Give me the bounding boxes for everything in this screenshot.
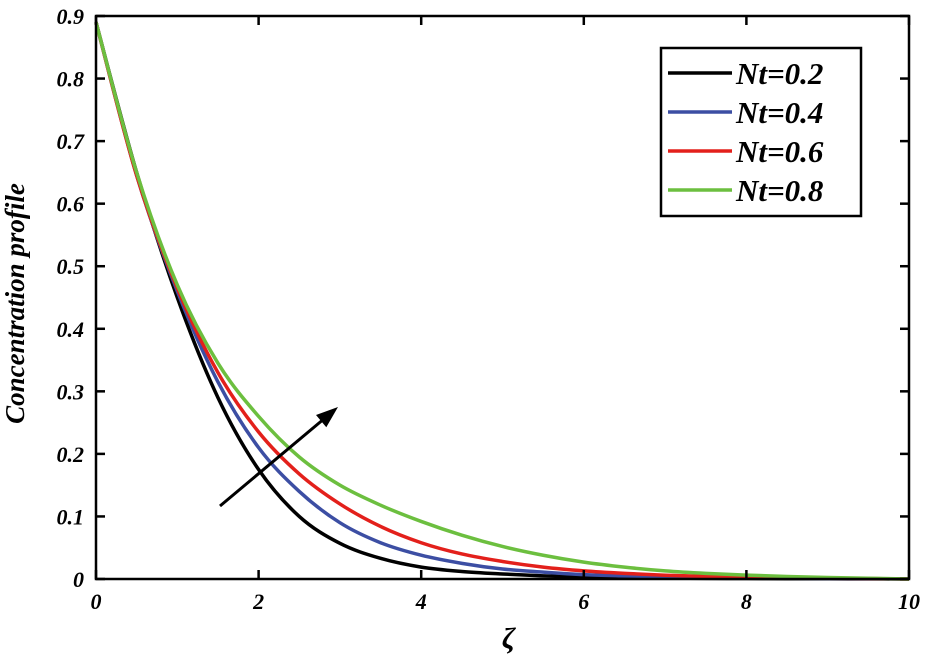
legend: Nt=0.2 Nt=0.4 Nt=0.6 Nt=0.8	[659, 46, 863, 218]
x-tick-label: 2	[252, 589, 264, 614]
x-axis-label: ζ	[502, 622, 517, 655]
legend-box	[659, 46, 863, 218]
series-line-4	[94, 21, 910, 581]
y-tick-label: 0.1	[57, 504, 85, 529]
x-tick-label: 4	[415, 589, 427, 614]
x-tick-label: 8	[741, 589, 752, 614]
y-tick-label: 0.5	[57, 254, 85, 279]
legend-label-3: Nt=0.6	[735, 134, 824, 169]
y-tick-label: 0.7	[57, 129, 86, 154]
x-tick-label: 6	[578, 589, 589, 614]
y-tick-label: 0.4	[57, 317, 85, 342]
y-tick-label: 0.3	[57, 379, 85, 404]
legend-label-1: Nt=0.2	[735, 56, 823, 91]
axes: 0 2 4 6 8 10 0 0.1 0.2 0.3 0.4 0.5 0.6 0.7 0.8 0.9	[57, 4, 921, 614]
x-tick-label: 10	[898, 589, 920, 614]
y-tick-label: 0.8	[57, 67, 85, 92]
arrow-head	[316, 407, 338, 428]
arrow-shaft	[219, 414, 329, 508]
y-tick-label: 0.9	[57, 4, 85, 29]
increasing-nt-arrow	[219, 407, 338, 508]
y-tick-label: 0	[73, 567, 84, 592]
legend-label-2: Nt=0.4	[735, 95, 823, 130]
y-axis-label: Concentration profile	[0, 183, 30, 424]
legend-label-4: Nt=0.8	[735, 173, 824, 208]
axes-frame	[94, 14, 911, 581]
y-tick-label: 0.6	[57, 192, 85, 217]
x-tick-label: 0	[91, 589, 102, 614]
y-tick-label: 0.2	[57, 442, 85, 467]
